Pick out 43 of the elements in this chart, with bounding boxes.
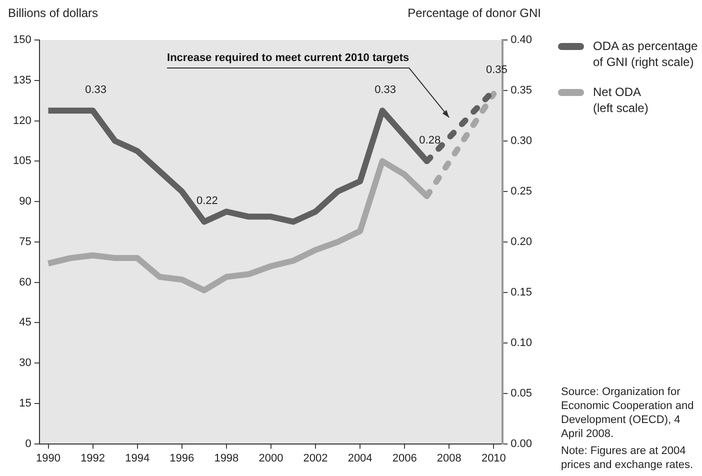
legend-label: Net ODA (left scale) [593, 84, 650, 116]
x-tick-label: 2008 [436, 452, 462, 464]
y-tick-label: 30 [19, 357, 32, 370]
x-tick-label: 1992 [80, 452, 106, 464]
x-tick-label: 2000 [258, 452, 284, 464]
y-tick-label: 150 [12, 34, 32, 46]
legend-label: ODA as percentage of GNI (right scale) [593, 38, 698, 70]
x-tick-label: 2002 [303, 452, 328, 464]
y2-tick-label: 0.10 [510, 336, 532, 349]
y2-tick-label: 0.00 [510, 438, 532, 450]
y2-tick-label: 0.40 [510, 34, 532, 46]
y-axis-title: Billions of dollars [8, 6, 98, 20]
annotation: Increase required to meet current 2010 targets [167, 52, 410, 64]
y2-tick-label: 0.25 [510, 185, 532, 198]
text: Note: Figures are at 2004 prices and exchange rates. [561, 444, 694, 472]
y-tick-label: 45 [19, 316, 32, 329]
y-tick-label: 90 [19, 196, 32, 208]
y2-tick-label: 0.20 [510, 236, 532, 248]
y2-tick-label: 0.15 [510, 286, 532, 298]
data-label: 0.33 [85, 84, 107, 96]
y-tick-label: 135 [12, 74, 32, 86]
y-tick-label: 15 [19, 397, 32, 410]
y-tick-label: 120 [12, 114, 32, 127]
x-tick-label: 1994 [125, 452, 150, 464]
y-tick-label: 105 [12, 155, 32, 168]
data-label: 0.28 [419, 134, 441, 147]
data-label: 0.33 [374, 84, 396, 96]
source-note: Source: Organization for Economic Cooperation and Development (OECD), 4 April 2008. [561, 385, 695, 441]
y-tick-label: 75 [19, 236, 32, 248]
x-tick-label: 1996 [170, 452, 194, 464]
y2-axis-title: Percentage of donor GNI [408, 6, 541, 20]
x-tick-label: 2004 [348, 452, 372, 464]
data-label: 0.22 [196, 195, 218, 208]
y2-tick-label: 0.35 [510, 84, 532, 97]
x-tick-label: 2010 [481, 452, 506, 464]
y-tick-label: 0 [25, 438, 32, 450]
y-tick-label: 60 [19, 276, 32, 288]
data-label: 0.35 [486, 64, 508, 76]
x-tick-label: 2006 [392, 452, 417, 464]
x-tick-label: 1998 [214, 452, 239, 464]
y2-tick-label: 0.05 [510, 387, 532, 400]
y2-tick-label: 0.30 [510, 134, 532, 147]
x-tick-label: 1990 [36, 452, 61, 464]
